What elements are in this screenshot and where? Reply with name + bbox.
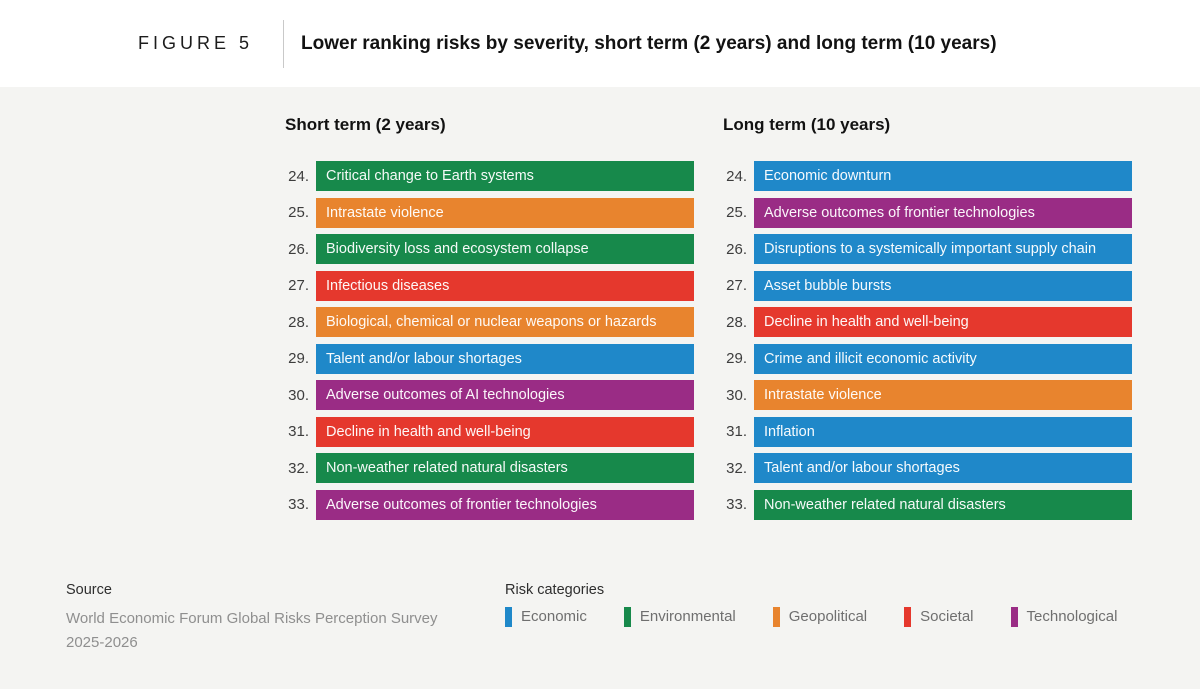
risk-row: 24. Critical change to Earth systems <box>285 161 694 191</box>
legend-item-geopolitical: Geopolitical <box>772 606 868 627</box>
risk-row: 24. Economic downturn <box>723 161 1132 191</box>
risk-rank: 32. <box>726 459 747 477</box>
risk-rank: 24. <box>726 167 747 185</box>
risk-rank: 27. <box>288 277 309 294</box>
figure-title: Lower ranking risks by severity, short t… <box>301 32 997 54</box>
risk-rank: 25. <box>726 204 747 221</box>
legend-color-swatch <box>904 606 912 627</box>
risk-row: 28. Biological, chemical or nuclear weapo… <box>285 307 694 337</box>
risk-bar: Infectious diseases <box>316 270 694 301</box>
risk-row: 27. Infectious diseases <box>285 270 694 301</box>
risk-bar: Crime and illicit economic activity <box>754 343 1132 374</box>
figure-header: FIGURE 5 Lower ranking risks by severity… <box>0 0 1200 87</box>
risk-bar: Decline in health and well-being <box>754 307 1132 337</box>
source-block: Source World Economic Forum Global Risks… <box>66 582 505 655</box>
risk-bar: Adverse outcomes of frontier technologie… <box>316 489 694 520</box>
risk-bar: Inflation <box>754 416 1132 447</box>
risk-row: 32. Non-weather related natural disasters <box>285 453 694 483</box>
risk-row: 25. Intrastate violence <box>285 197 694 228</box>
risk-rank: 27. <box>726 277 747 294</box>
short-term-heading: Short term (2 years) <box>285 115 446 134</box>
legend-items: Economic Environmental Geopolitical Societa… <box>505 606 1118 627</box>
risk-row: 29. Talent and/or labour shortages <box>285 343 694 374</box>
legend-label: Economic <box>521 608 587 625</box>
figure-content: Short term (2 years) 24. Critical change … <box>0 87 1200 689</box>
risk-row: 25. Adverse outcomes of frontier technolo… <box>723 197 1132 228</box>
source-label: Source <box>66 581 112 598</box>
legend-item-societal: Societal <box>904 606 974 627</box>
risk-row: 27. Asset bubble bursts <box>723 270 1132 301</box>
legend-label: Geopolitical <box>788 608 868 625</box>
risk-row: 30. Adverse outcomes of AI technologies <box>285 380 694 410</box>
risk-bar: Disruptions to a systemically important … <box>754 234 1132 264</box>
legend-label: Technological <box>1026 608 1118 625</box>
risk-rank: 28. <box>288 313 309 331</box>
risk-bar: Economic downturn <box>754 161 1132 191</box>
risk-rank: 26. <box>726 240 747 258</box>
risk-row: 26. Biodiversity loss and ecosystem colla… <box>285 234 694 264</box>
risk-row: 28. Decline in health and well-being <box>723 307 1132 337</box>
risk-rank: 32. <box>288 459 309 477</box>
source-text: World Economic Forum Global Risks Percep… <box>66 609 438 651</box>
risk-row: 29. Crime and illicit economic activity <box>723 343 1132 374</box>
legend-color-swatch <box>1010 606 1018 627</box>
legend-item-environmental: Environmental <box>623 606 736 627</box>
risk-row: 31. Decline in health and well-being <box>285 416 694 447</box>
risk-bar: Intrastate violence <box>754 380 1132 410</box>
risk-rank: 26. <box>288 240 309 258</box>
ranked-columns: Short term (2 years) 24. Critical change … <box>285 115 1200 520</box>
risk-bar: Non-weather related natural disasters <box>316 453 694 483</box>
risk-rank: 24. <box>288 167 309 185</box>
legend-item-technological: Technological <box>1010 606 1118 627</box>
legend-label: Environmental <box>639 608 736 625</box>
risk-bar: Biodiversity loss and ecosystem collapse <box>316 234 694 264</box>
legend-label: Societal <box>920 608 974 625</box>
risk-bar: Talent and/or labour shortages <box>754 453 1132 483</box>
long-term-rows: 24. Economic downturn 25. Adverse outcomes … <box>723 161 1132 520</box>
risk-bar: Adverse outcomes of frontier technologie… <box>754 197 1132 228</box>
risk-rank: 29. <box>726 350 747 367</box>
risk-bar: Adverse outcomes of AI technologies <box>316 380 694 410</box>
risk-row: 32. Talent and/or labour shortages <box>723 453 1132 483</box>
risk-row: 30. Intrastate violence <box>723 380 1132 410</box>
legend-color-swatch <box>623 606 631 627</box>
risk-rank: 33. <box>288 496 309 513</box>
risk-bar: Decline in health and well-being <box>316 416 694 447</box>
risk-bar: Non-weather related natural disasters <box>754 489 1132 520</box>
risk-row: 26. Disruptions to a systemically importa… <box>723 234 1132 264</box>
risk-bar: Critical change to Earth systems <box>316 161 694 191</box>
risk-bar: Biological, chemical or nuclear weapons … <box>316 307 694 337</box>
long-term-heading: Long term (10 years) <box>723 115 891 134</box>
risk-rank: 31. <box>288 423 309 440</box>
risk-row: 33. Adverse outcomes of frontier technolo… <box>285 489 694 520</box>
risk-rank: 29. <box>288 350 309 367</box>
risk-rank: 25. <box>288 204 309 221</box>
short-term-column: Short term (2 years) 24. Critical change … <box>285 115 694 520</box>
long-term-column: Long term (10 years) 24. Economic downtur… <box>723 115 1132 520</box>
header-divider <box>283 19 285 68</box>
risk-rank: 30. <box>288 386 309 404</box>
legend-item-economic: Economic <box>505 606 587 627</box>
risk-rank: 31. <box>726 423 747 440</box>
figure-label: FIGURE 5 <box>138 33 254 53</box>
legend-color-swatch <box>505 606 512 627</box>
risk-rank: 33. <box>726 496 747 513</box>
figure-footer: Source World Economic Forum Global Risks… <box>66 582 1200 655</box>
risk-rank: 30. <box>726 386 747 404</box>
risk-bar: Asset bubble bursts <box>754 270 1132 301</box>
risk-rank: 28. <box>726 313 747 331</box>
legend-title: Risk categories <box>505 581 605 598</box>
risk-row: 31. Inflation <box>723 416 1132 447</box>
risk-row: 33. Non-weather related natural disasters <box>723 489 1132 520</box>
risk-categories-legend: Risk categories Economic Environmental Geo… <box>505 582 1117 655</box>
legend-color-swatch <box>772 606 780 627</box>
risk-bar: Intrastate violence <box>316 197 694 228</box>
risk-bar: Talent and/or labour shortages <box>316 343 694 374</box>
short-term-rows: 24. Critical change to Earth systems 25. In… <box>285 161 694 520</box>
